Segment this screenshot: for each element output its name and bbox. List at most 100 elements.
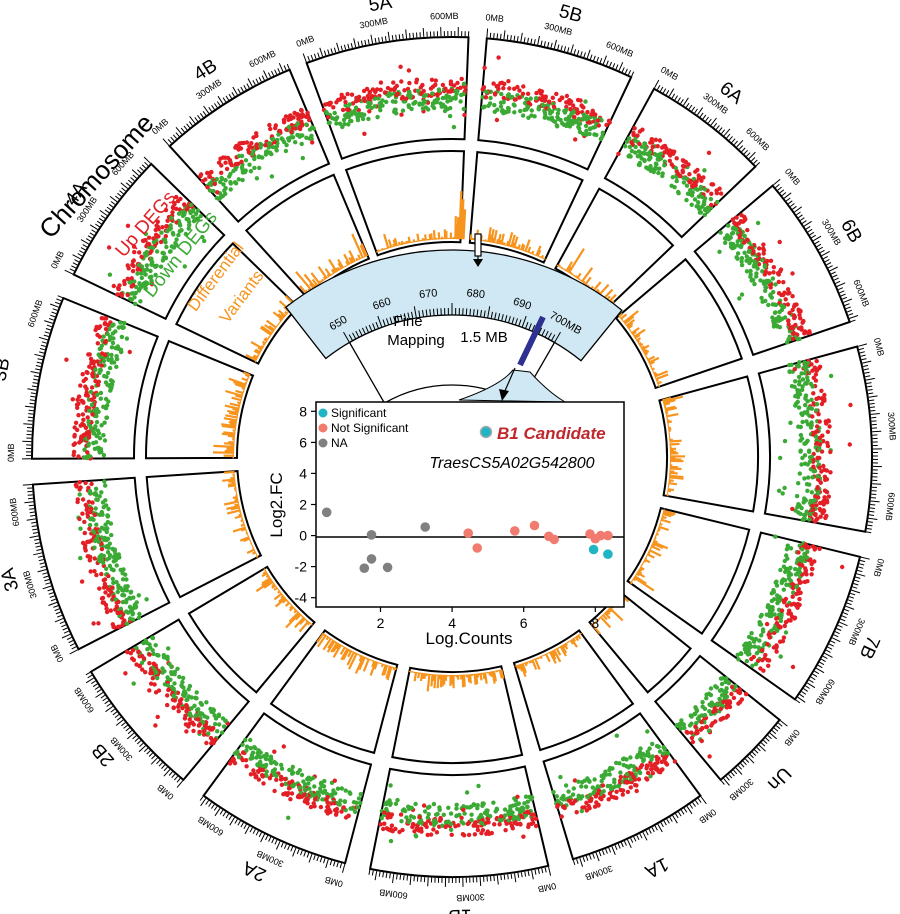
up-deg-point [616,151,621,157]
up-deg-point [825,429,831,434]
up-deg-point [765,642,770,647]
down-deg-point [632,768,637,773]
up-deg-point [707,754,712,759]
down-deg-point [682,725,687,731]
scale-tick [116,716,122,721]
variant-peak-bar [462,209,467,240]
down-deg-point [166,646,171,651]
variant-bar [654,370,669,378]
up-deg-point [201,732,207,737]
scale-tick [659,86,664,92]
variant-bar [503,242,506,246]
down-deg-point [498,100,504,105]
variant-bar [321,278,325,282]
down-deg-point [297,768,302,773]
up-deg-point [657,138,663,143]
up-deg-point [656,769,661,774]
down-deg-point [676,191,681,196]
variant-bar [274,327,277,330]
down-deg-point [793,403,798,408]
down-deg-point [614,760,619,766]
scale-tick [560,45,563,51]
down-deg-point [110,576,116,582]
down-deg-point [307,786,312,791]
up-deg-point [131,283,136,288]
scale-tick [654,79,660,89]
variant-bar [572,274,576,277]
up-deg-point [86,539,91,544]
up-deg-point [164,224,169,229]
down-deg-point [350,806,356,811]
up-deg-point [480,87,485,92]
up-deg-point [564,93,570,99]
up-deg-point [378,87,383,93]
up-deg-point [104,609,110,615]
down-deg-point [749,636,755,641]
up-deg-point [635,133,640,138]
down-deg-point [508,95,513,100]
variant-bar [629,581,633,585]
variant-bar [271,584,277,589]
up-deg-point [449,832,454,837]
down-deg-point [413,99,418,105]
down-deg-point [160,670,165,675]
variant-bar [531,250,535,255]
down-deg-point [417,102,422,107]
down-deg-point [375,114,380,120]
up-deg-point [751,654,756,660]
down-deg-point [796,405,802,410]
down-deg-point [809,397,814,402]
variant-bar [493,229,498,244]
down-deg-point [212,713,217,718]
down-deg-point [258,759,263,765]
up-deg-point [104,606,109,611]
up-deg-point [310,140,315,145]
variant-bar [272,581,275,585]
down-deg-point [239,153,245,159]
deg-band-1b [368,765,550,878]
variant-bar [231,396,242,402]
down-deg-point [354,112,359,117]
down-deg-point [451,124,457,130]
up-deg-point [525,809,530,814]
scale-tick-label: 600MB [196,814,225,838]
variant-bar [324,268,332,277]
down-deg-point [312,784,317,789]
down-deg-point [689,202,694,207]
up-deg-point [459,76,464,82]
up-deg-point [607,791,613,796]
down-deg-point [554,794,559,799]
up-deg-point [403,96,409,101]
variant-bar [557,264,561,268]
down-deg-point [684,176,689,181]
up-deg-point [255,769,261,774]
variant-bar [482,672,486,680]
down-deg-point [789,384,795,389]
variant-bar [539,255,542,259]
up-deg-point [86,499,92,504]
scale-tick [819,661,825,666]
down-deg-point [244,744,250,749]
scale-tick [870,413,880,415]
up-deg-point [147,661,152,666]
up-deg-point [356,94,362,100]
down-deg-point [723,236,728,241]
variant-bar [646,355,655,362]
up-deg-point [122,279,127,284]
variant-bar [267,337,270,340]
scale-tick [496,875,499,885]
variant-bar [393,237,399,247]
scale-tick [136,740,142,745]
variant-bar [330,638,334,641]
scale-tick [735,767,743,775]
up-deg-point [378,80,384,85]
down-deg-point [188,202,194,208]
down-deg-point [525,105,531,110]
up-deg-point [636,777,642,782]
scale-tick [527,37,529,43]
up-deg-point [90,412,95,417]
down-deg-point [799,411,804,416]
up-deg-point [346,813,351,819]
up-deg-point [178,701,183,706]
up-deg-point [170,210,175,215]
